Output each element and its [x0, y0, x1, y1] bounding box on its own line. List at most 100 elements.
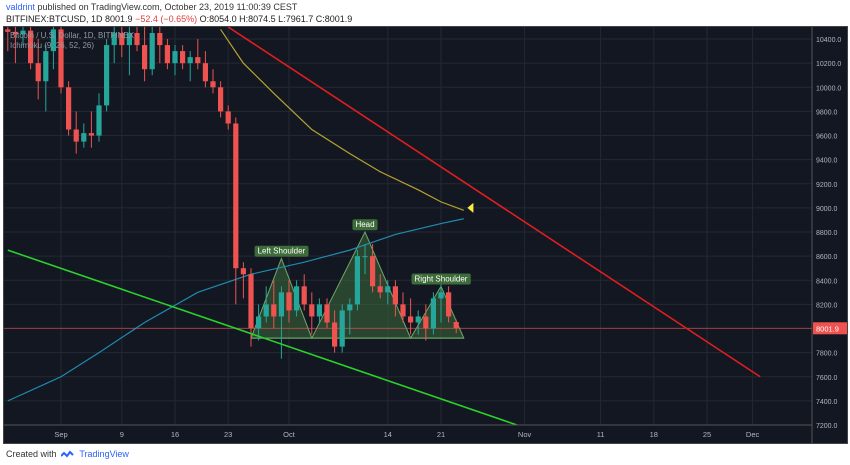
- tradingview-brand[interactable]: TradingView: [79, 449, 129, 459]
- yellow-average-line: [220, 29, 465, 211]
- candle: [332, 310, 338, 353]
- candle: [119, 27, 125, 58]
- grid-lines: [4, 27, 812, 426]
- candle: [218, 81, 224, 118]
- price-tick-label: 8600.0: [816, 254, 838, 261]
- candle: [210, 69, 216, 94]
- candle-body: [385, 286, 391, 293]
- candle: [96, 93, 102, 142]
- footer: Created with TradingView: [0, 444, 850, 465]
- candle: [263, 286, 269, 323]
- candle: [149, 27, 155, 76]
- candle-body: [316, 304, 322, 317]
- time-tick-label: 16: [171, 430, 179, 439]
- candle: [187, 51, 193, 82]
- candle-body: [248, 274, 254, 329]
- price-tick-label: 9600.0: [816, 134, 838, 141]
- candle-body: [180, 51, 186, 64]
- candle: [347, 298, 353, 335]
- tradingview-logo-icon: [61, 450, 74, 458]
- ohlc-values: O:8054.0 H:8074.5 L:7961.7 C:8001.9: [199, 14, 353, 24]
- chart-legend: Bitcoin / U.S. Dollar, 1D, BITFINEX Ichi…: [10, 31, 134, 51]
- candle-body: [202, 63, 208, 82]
- price-tick-label: 10200.0: [816, 61, 841, 68]
- candle: [271, 280, 277, 329]
- candle: [28, 27, 34, 70]
- candle-body: [377, 286, 383, 293]
- candle: [423, 304, 429, 341]
- candle: [400, 292, 406, 323]
- chart-panel[interactable]: Left Shoulder Head Right Shoulder 7200.0 740…: [3, 26, 848, 444]
- candle-body: [218, 87, 224, 112]
- candle: [73, 111, 79, 154]
- candle-body: [35, 63, 41, 82]
- candle-body: [96, 105, 102, 136]
- candle: [134, 27, 140, 52]
- footer-credit: Created with TradingView: [6, 449, 129, 459]
- candle-body: [370, 256, 376, 287]
- time-tick-label: 14: [384, 430, 392, 439]
- publication-header: valdrint published on TradingView.com, O…: [0, 0, 850, 26]
- candle: [446, 286, 452, 323]
- time-tick-label: Oct: [283, 430, 296, 439]
- candle-body: [392, 286, 398, 305]
- price-tick-label: 8800.0: [816, 230, 838, 237]
- candle-body: [187, 57, 193, 64]
- candle-body: [271, 304, 277, 317]
- candle: [20, 27, 26, 46]
- price-chart[interactable]: Left Shoulder Head Right Shoulder 7200.0 740…: [4, 27, 847, 443]
- candle: [195, 39, 201, 70]
- candle-body: [453, 322, 459, 329]
- candle-body: [43, 51, 49, 82]
- candle-body: [134, 33, 140, 46]
- resistance-trendline: [227, 27, 761, 378]
- candle: [362, 244, 368, 275]
- last-price-tag-label: 8001.9: [816, 324, 839, 333]
- annotation-bg: [352, 219, 378, 231]
- annotation-label: Right Shoulder: [415, 274, 468, 283]
- candle-body: [111, 33, 117, 46]
- candle: [12, 27, 18, 64]
- candle-body: [354, 256, 360, 305]
- candle: [157, 27, 163, 64]
- price-tick-label: 8200.0: [816, 302, 838, 309]
- candle-body: [446, 292, 452, 317]
- candle-body: [347, 304, 353, 311]
- candle-body: [263, 304, 269, 317]
- candle: [316, 298, 322, 323]
- candle-body: [339, 310, 345, 347]
- candle-body: [58, 29, 64, 88]
- candle-body: [149, 33, 155, 70]
- candle-body: [12, 31, 18, 35]
- candle-body: [225, 111, 231, 124]
- candle: [385, 280, 391, 305]
- time-tick-label: Dec: [746, 430, 760, 439]
- candle-body: [408, 316, 414, 323]
- candle: [256, 304, 262, 341]
- symbol-label: BITFINEX:BTCUSD, 1D 8001.9: [6, 14, 133, 24]
- candle-body: [240, 268, 246, 275]
- candle: [370, 244, 376, 293]
- candle: [453, 319, 459, 334]
- candle: [324, 298, 330, 329]
- candle-body: [5, 29, 11, 32]
- candle-body: [332, 322, 338, 347]
- candle-body: [256, 316, 262, 329]
- candle-body: [278, 292, 284, 317]
- candle: [430, 292, 436, 335]
- candle: [286, 280, 292, 323]
- support-trendline: [7, 249, 518, 425]
- legend-indicator: Ichimoku (9, 26, 52, 26): [10, 41, 95, 50]
- publication-line: valdrint published on TradingView.com, O…: [6, 2, 297, 12]
- price-axis: 7200.07400.07600.07800.08000.08200.08400…: [813, 37, 847, 430]
- annotation-label: Head: [355, 220, 374, 229]
- candle: [126, 27, 132, 76]
- candle: [81, 123, 87, 148]
- legend-title: Bitcoin / U.S. Dollar, 1D, BITFINEX: [10, 31, 135, 40]
- author-link[interactable]: valdrint: [6, 2, 36, 12]
- price-tick-label: 7400.0: [816, 399, 838, 406]
- candle: [438, 280, 444, 323]
- candle-body: [73, 129, 79, 142]
- time-tick-label: 21: [437, 430, 445, 439]
- price-tick-label: 9400.0: [816, 158, 838, 165]
